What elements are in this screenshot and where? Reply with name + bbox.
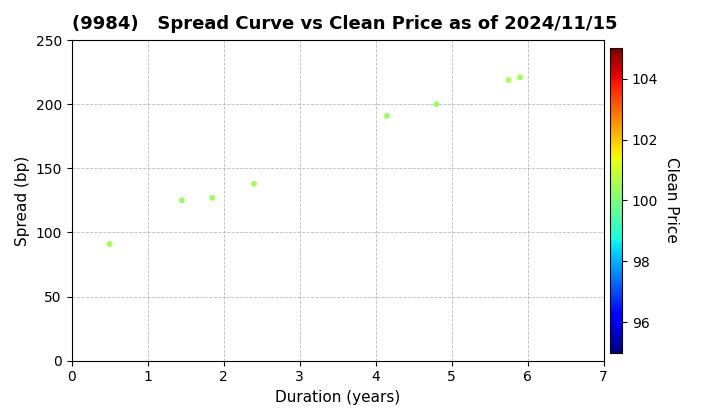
Point <box>248 180 260 187</box>
X-axis label: Duration (years): Duration (years) <box>275 390 400 405</box>
Point <box>104 241 115 247</box>
Point <box>382 113 393 119</box>
Y-axis label: Clean Price: Clean Price <box>664 158 679 243</box>
Point <box>207 194 218 201</box>
Point <box>176 197 188 204</box>
Point <box>514 74 526 81</box>
Point <box>431 101 442 108</box>
Point <box>503 76 514 83</box>
Y-axis label: Spread (bp): Spread (bp) <box>15 155 30 246</box>
Text: (9984)   Spread Curve vs Clean Price as of 2024/11/15: (9984) Spread Curve vs Clean Price as of… <box>72 15 617 33</box>
